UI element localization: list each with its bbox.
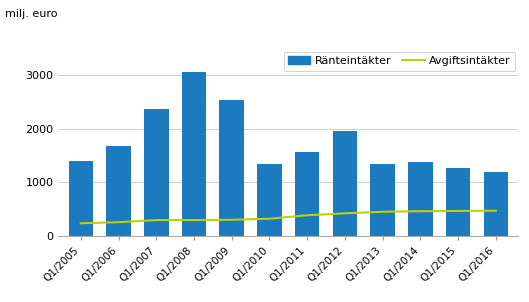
Text: milj. euro: milj. euro [5,9,58,19]
Bar [144,109,169,236]
Bar [295,152,320,236]
Bar [484,172,508,236]
Bar [446,168,470,236]
Bar [333,131,357,236]
Bar [106,146,131,236]
Bar [257,164,282,236]
Bar [408,162,433,236]
Legend: Ränteintäkter, Avgiftsintäkter: Ränteintäkter, Avgiftsintäkter [284,52,515,71]
Bar [182,72,206,236]
Bar [220,100,244,236]
Bar [370,164,395,236]
Bar [69,161,93,236]
